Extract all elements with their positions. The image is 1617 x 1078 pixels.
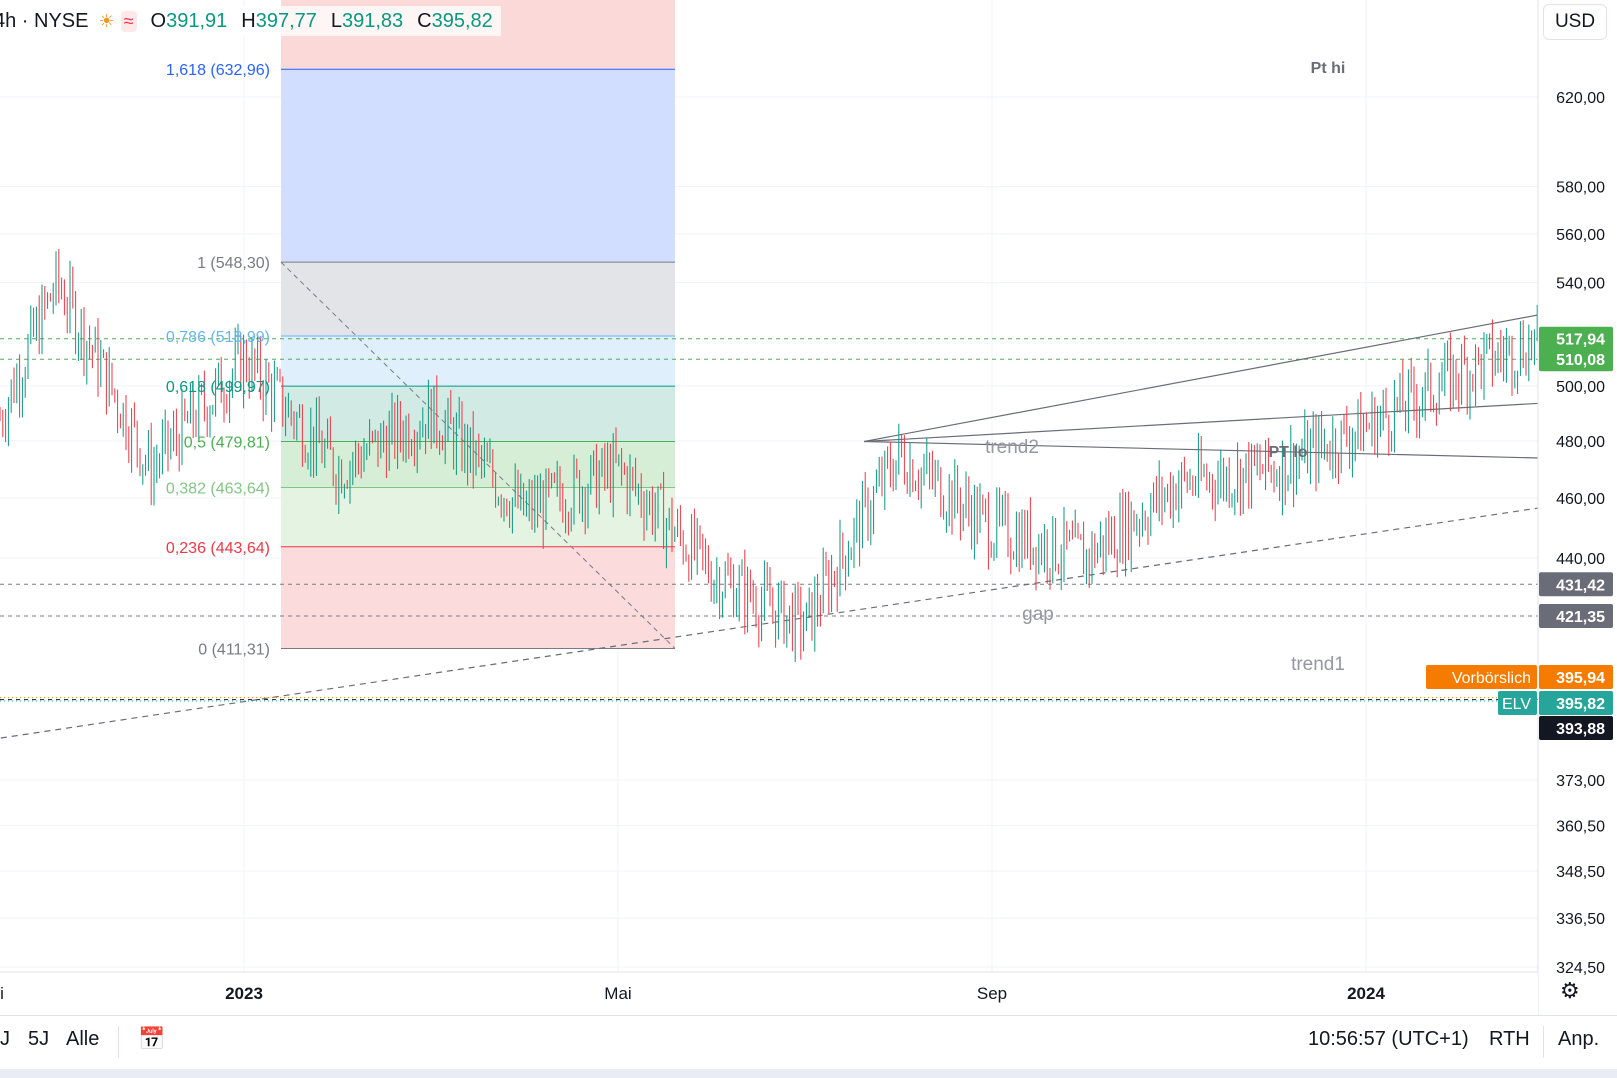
annotation-label[interactable]: gap <box>1022 604 1054 625</box>
annotation-label[interactable]: trend1 <box>1291 654 1345 675</box>
price-badge-value: 395,82 <box>1556 696 1605 713</box>
x-tick-label: i <box>0 984 4 1003</box>
price-badge[interactable] <box>1539 691 1613 715</box>
y-tick-label: 560,00 <box>1556 227 1605 244</box>
high-label: H <box>241 9 256 32</box>
wave-icon[interactable]: ≈ <box>120 10 137 32</box>
annotation-label[interactable]: trend2 <box>985 437 1039 458</box>
clock-time[interactable]: 10:56:57 (UTC+1) <box>1308 1028 1469 1050</box>
fib-label: 0 (411,31) <box>198 641 270 658</box>
toolbar-divider <box>118 1026 119 1058</box>
y-tick-label: 460,00 <box>1556 491 1605 508</box>
close-label: C <box>417 9 432 32</box>
price-badge-value: 395,94 <box>1556 670 1605 687</box>
y-tick-label: 440,00 <box>1556 551 1605 568</box>
x-tick-label: Mai <box>604 984 631 1003</box>
fib-label: 1 (548,30) <box>197 255 270 272</box>
price-badge[interactable] <box>1539 716 1613 740</box>
open-value: 391,91 <box>166 9 228 32</box>
fib-label: 0,5 (479,81) <box>184 434 270 451</box>
session-rth-button[interactable]: RTH <box>1489 1028 1530 1050</box>
fib-retracement[interactable] <box>280 0 676 649</box>
x-tick-label: 2024 <box>1347 984 1385 1003</box>
price-badge-tag-label: Vorbörslich <box>1452 670 1531 687</box>
level-badge-value: 431,42 <box>1556 577 1605 594</box>
level-badge[interactable] <box>1539 604 1613 629</box>
bottom-strip <box>0 1069 1617 1078</box>
fib-label: 0,618 (499,97) <box>166 379 270 396</box>
range-all-button[interactable]: Alle <box>66 1028 100 1050</box>
range-j-button[interactable]: J <box>0 1028 10 1050</box>
price-badge-tag-label: ELV <box>1502 696 1531 713</box>
fib-label: 0,382 (463,64) <box>166 481 270 498</box>
x-tick-label: Sep <box>977 984 1007 1003</box>
y-tick-label: 324,50 <box>1556 960 1605 977</box>
close-value: 395,82 <box>431 9 493 32</box>
fib-zone <box>281 487 675 547</box>
trendline-upper-fan[interactable] <box>864 341 1617 443</box>
fib-zone <box>281 262 675 336</box>
candles[interactable] <box>0 199 1617 754</box>
level-badge[interactable] <box>1539 326 1613 351</box>
trendline-pt-lo[interactable] <box>864 440 1617 485</box>
level-badge[interactable] <box>1539 347 1613 372</box>
fib-zone <box>281 386 675 442</box>
adjust-button[interactable]: Anp. <box>1558 1028 1600 1050</box>
fib-zone <box>281 69 675 263</box>
price-chart[interactable]: 1,618 (632,96) 1 (548,30) 0,786 (518,99) 0,… <box>0 0 1617 1015</box>
calendar-goto-icon[interactable]: 📅 <box>138 1026 166 1051</box>
x-tick-label: 2023 <box>225 984 263 1003</box>
price-badge[interactable] <box>1539 665 1613 689</box>
fib-label: 0,786 (518,99) <box>166 329 270 346</box>
grid <box>0 0 1538 972</box>
price-axis[interactable]: 620,00 580,00 560,00 540,00 500,00 480,00 460,… <box>1537 0 1617 1015</box>
open-label: O <box>150 9 167 32</box>
price-badge-tag[interactable] <box>1426 665 1537 689</box>
price-badge-value: 393,88 <box>1556 721 1605 738</box>
y-tick-label: 360,50 <box>1556 819 1605 836</box>
y-tick-label: 348,50 <box>1556 864 1605 881</box>
currency-button[interactable]: USD <box>1543 4 1607 40</box>
annotation-label[interactable]: Pt hi <box>1311 60 1346 77</box>
time-axis-bg <box>0 972 1538 1015</box>
fib-label: 1,618 (632,96) <box>166 62 270 79</box>
y-tick-label: 480,00 <box>1556 434 1605 451</box>
range-5j-button[interactable]: 5J <box>28 1028 50 1050</box>
y-tick-label: 373,00 <box>1556 773 1605 790</box>
low-value: 391,83 <box>342 9 404 32</box>
fib-label: 0,236 (443,64) <box>166 540 270 557</box>
trendline-pt-hi[interactable] <box>864 108 1617 443</box>
fib-zone <box>281 335 675 387</box>
time-axis[interactable]: iSep2023MaiSep2024MaiSep2025MaiSep <box>0 971 1617 1015</box>
settings-gear-icon[interactable]: ⚙ <box>1560 978 1580 1003</box>
high-value: 397,77 <box>255 9 317 32</box>
bottom-toolbar: J 5J Alle 📅 10:56:57 (UTC+1) RTH Anp. <box>0 1015 1617 1069</box>
level-badge-value: 517,94 <box>1556 332 1605 349</box>
annotation-label[interactable]: PT lo <box>1268 444 1307 461</box>
price-axis-bg <box>1538 0 1617 1015</box>
toolbar-divider <box>1543 1026 1544 1058</box>
level-badge-value: 510,08 <box>1556 352 1605 369</box>
y-tick-label: 336,50 <box>1556 911 1605 928</box>
y-tick-label: 500,00 <box>1556 379 1605 396</box>
low-label: L <box>330 9 342 32</box>
sun-icon[interactable]: ☀ <box>98 10 115 31</box>
fib-zone <box>281 546 675 649</box>
y-tick-label: 620,00 <box>1556 90 1605 107</box>
y-tick-label: 580,00 <box>1556 180 1605 197</box>
level-badge-value: 421,35 <box>1556 609 1605 626</box>
price-badge-tag[interactable] <box>1498 691 1537 715</box>
symbol-label[interactable]: 4h · NYSE <box>0 9 89 32</box>
fib-zone <box>281 441 675 488</box>
level-badge[interactable] <box>1539 572 1613 597</box>
y-tick-label: 540,00 <box>1556 276 1605 293</box>
